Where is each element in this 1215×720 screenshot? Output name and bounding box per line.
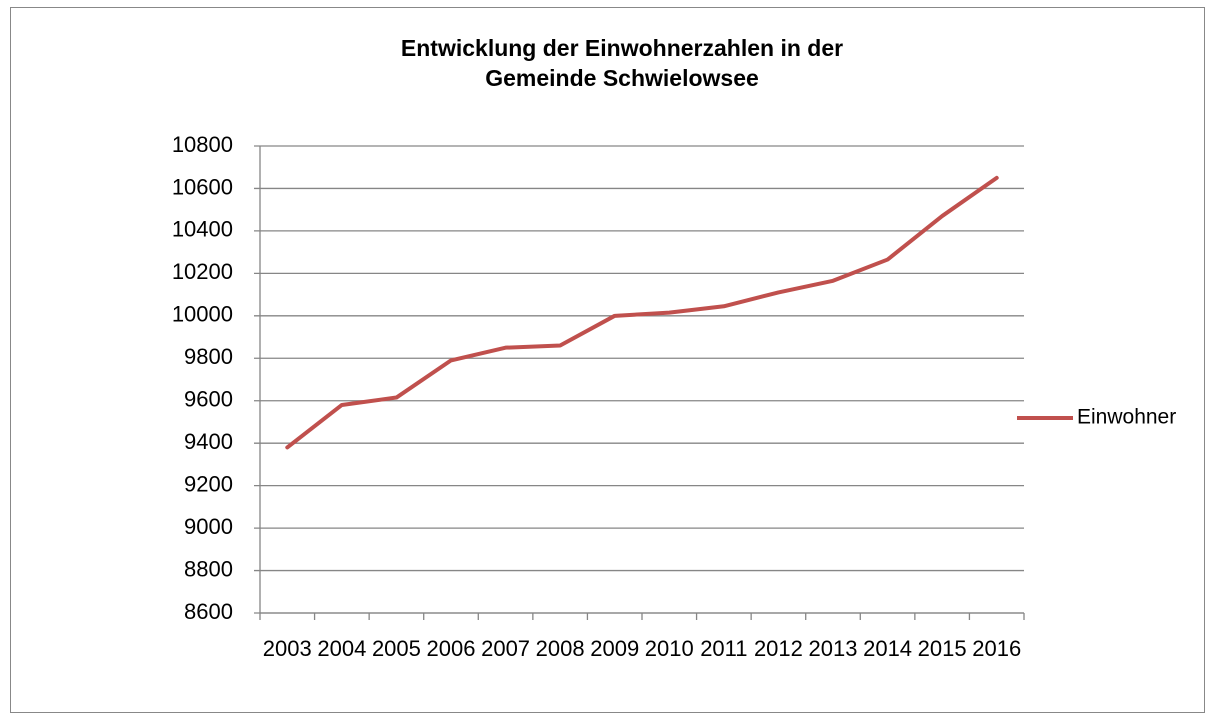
y-tick-label: 10200: [172, 259, 233, 284]
y-tick-label: 9200: [184, 471, 233, 496]
x-tick-label: 2004: [317, 636, 366, 661]
legend-label: Einwohner: [1077, 406, 1176, 429]
x-tick-label: 2015: [918, 636, 967, 661]
x-tick-label: 2005: [372, 636, 421, 661]
x-tick-label: 2003: [263, 636, 312, 661]
x-tick-label: 2011: [700, 636, 747, 661]
y-tick-label: 9400: [184, 429, 233, 454]
x-tick-label: 2007: [481, 636, 530, 661]
y-tick-label: 9800: [184, 344, 233, 369]
chart-title: Gemeinde Schwielowsee: [485, 65, 759, 91]
x-tick-label: 2010: [645, 636, 694, 661]
chart-border: [10, 7, 1205, 713]
y-tick-label: 8600: [184, 599, 233, 624]
x-tick-label: 2014: [863, 636, 912, 661]
x-tick-label: 2009: [590, 636, 639, 661]
chart-title: Entwicklung der Einwohnerzahlen in der: [401, 35, 843, 61]
y-tick-label: 10400: [172, 217, 233, 242]
data-line: [285, 175, 999, 450]
y-tick-label: 10000: [172, 302, 233, 327]
x-tick-label: 2008: [536, 636, 585, 661]
x-tick-label: 2006: [427, 636, 476, 661]
y-tick-label: 10800: [172, 132, 233, 157]
x-tick-label: 2016: [972, 636, 1021, 661]
x-tick-label: 2013: [809, 636, 858, 661]
y-tick-label: 9000: [184, 514, 233, 539]
y-tick-label: 9600: [184, 387, 233, 412]
x-tick-label: 2012: [754, 636, 803, 661]
y-tick-label: 10600: [172, 174, 233, 199]
y-tick-label: 8800: [184, 556, 233, 581]
